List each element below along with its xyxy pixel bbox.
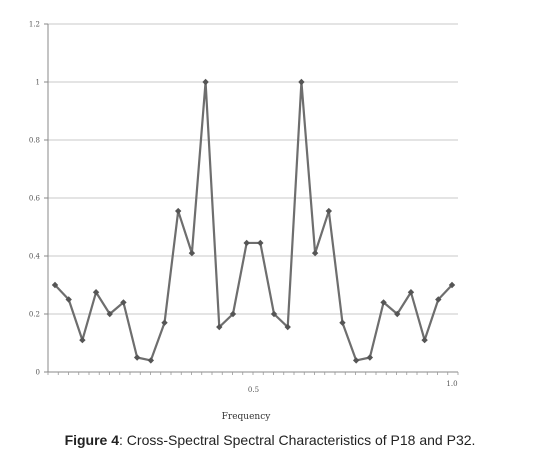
data-point	[380, 299, 387, 306]
y-tick-label: 0.2	[29, 311, 40, 319]
data-point	[448, 281, 456, 289]
data-point	[161, 319, 168, 326]
data-point	[216, 323, 223, 331]
x-tick-labels: 0.5 1.0	[248, 380, 458, 394]
y-tick-label: 0.4	[29, 253, 41, 261]
data-point	[394, 310, 401, 318]
data-point	[133, 354, 141, 361]
data-point	[202, 78, 209, 86]
y-tick-labels: 0 0.2 0.4 0.6 0.8 1 1.2	[29, 21, 41, 377]
x-tick-label: 0.5	[248, 386, 259, 394]
data-point	[311, 249, 319, 257]
data-point	[407, 289, 415, 296]
data-point	[174, 207, 182, 215]
data-point	[257, 239, 264, 247]
data-point	[229, 310, 237, 318]
data-point	[421, 336, 428, 344]
data-point	[188, 249, 196, 257]
data-point	[106, 310, 113, 318]
x-tick-label: 1.0	[446, 380, 457, 388]
data-point	[92, 289, 100, 296]
line-chart: 0 0.2 0.4 0.6 0.8 1 1.2 0.5 1.0 Frequency	[29, 21, 459, 422]
data-point	[284, 323, 291, 331]
data-point	[79, 336, 86, 344]
y-tick-label: 0.6	[29, 195, 41, 203]
data-point	[243, 239, 250, 247]
data-point	[325, 207, 333, 215]
y-tick-label: 0	[36, 369, 40, 377]
data-point	[339, 319, 346, 326]
x-axis-label: Frequency	[222, 412, 272, 422]
data-point	[65, 296, 72, 303]
data-point	[147, 357, 155, 364]
series-line	[54, 80, 453, 362]
data-point	[51, 281, 59, 289]
series	[51, 78, 456, 364]
axes	[47, 24, 459, 375]
y-tick-label: 0.8	[29, 137, 40, 145]
figure-caption-text: : Cross-Spectral Spectral Characteristic…	[119, 432, 476, 448]
data-point	[120, 299, 127, 306]
data-point	[352, 357, 360, 364]
data-point	[270, 310, 278, 318]
data-point	[366, 354, 374, 361]
y-tick-label: 1.2	[29, 21, 40, 29]
y-tick-label: 1	[36, 79, 40, 87]
figure-caption: Figure 4: Cross-Spectral Spectral Charac…	[0, 432, 540, 448]
data-point	[298, 78, 305, 86]
figure-caption-label: Figure 4	[64, 432, 120, 448]
data-point	[435, 296, 442, 303]
gridlines	[44, 23, 458, 373]
